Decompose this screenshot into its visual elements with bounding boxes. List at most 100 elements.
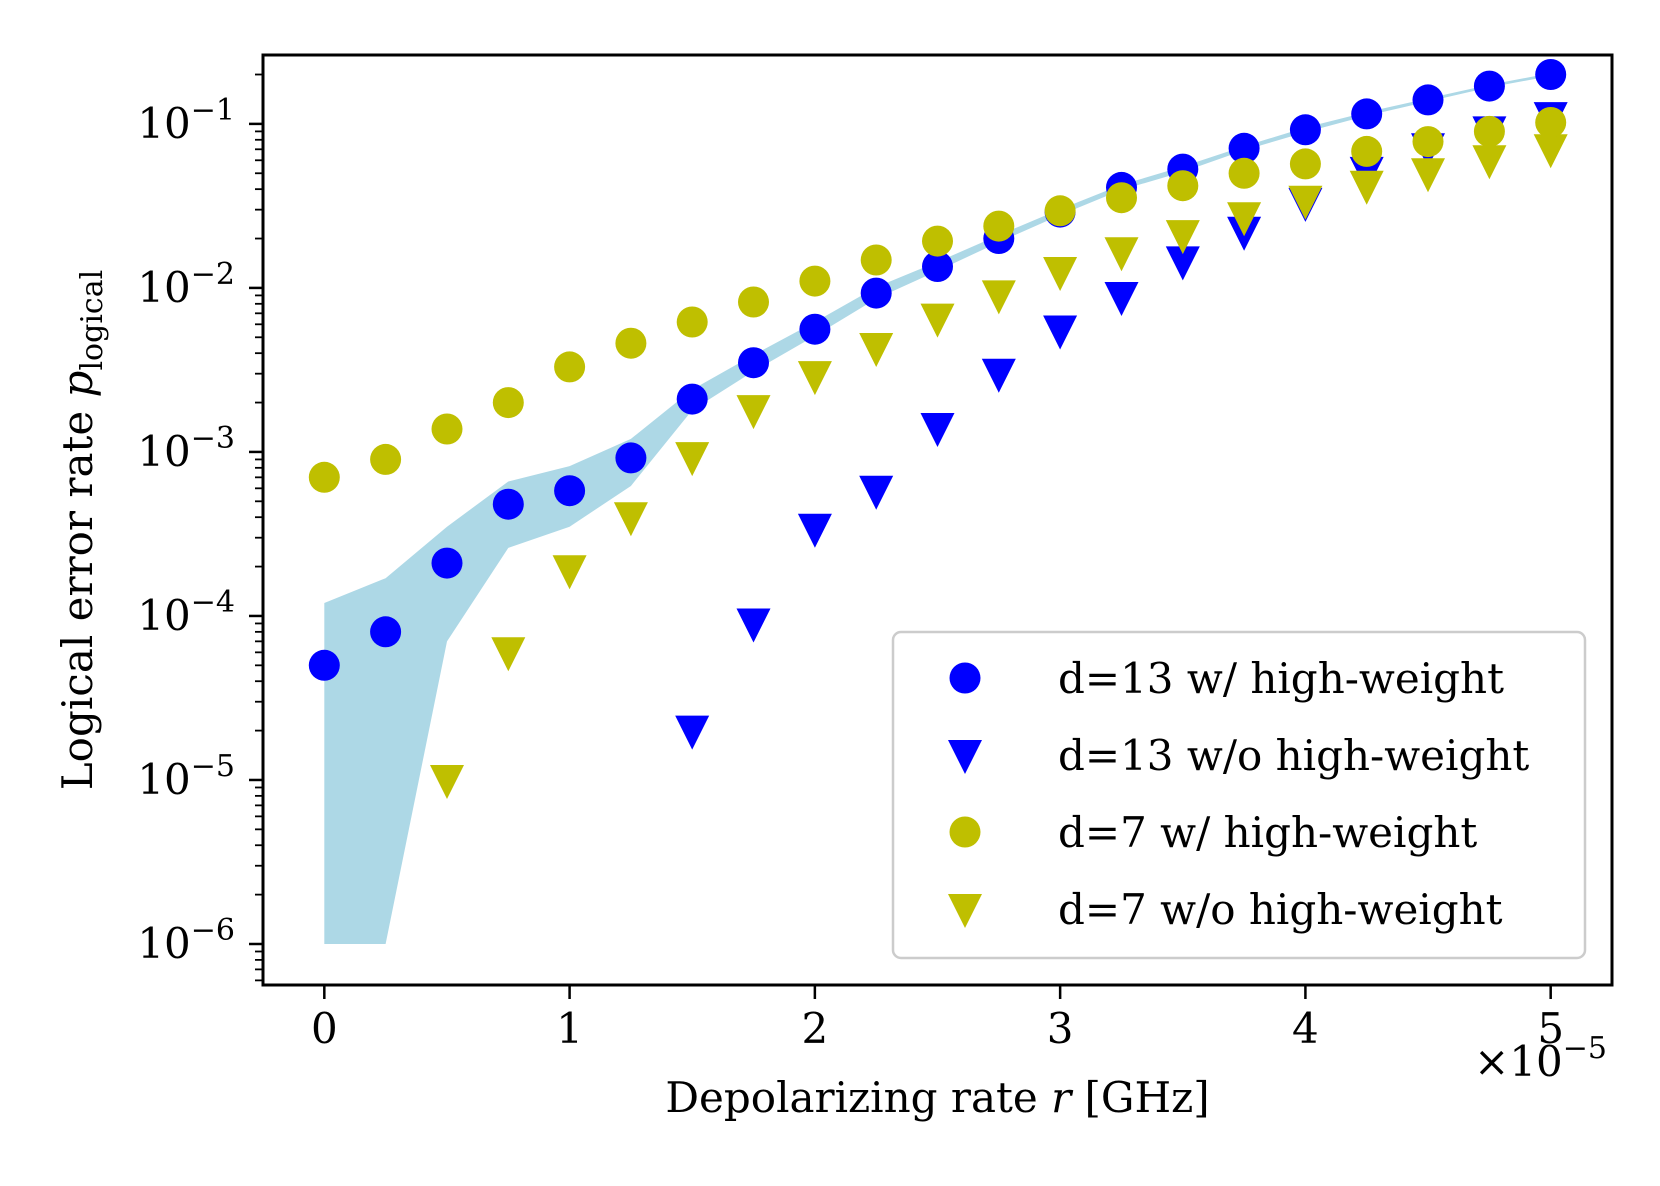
- legend-marker-d-13-w-o-high-weight: [948, 740, 982, 774]
- x-tick-label: 2: [801, 1004, 828, 1053]
- x-tick-label: 0: [311, 1004, 338, 1053]
- data-point-d-7-w-high-weight: [554, 351, 586, 383]
- data-point-d-7-w-high-weight: [1412, 126, 1444, 158]
- data-point-d-13-w-high-weight: [615, 442, 647, 474]
- legend-label-d-7-w-o-high-weight: d=7 w/o high-weight: [1058, 885, 1503, 934]
- data-point-d-7-w-o-high-weight: [859, 333, 894, 367]
- data-point-d-7-w-o-high-weight: [1533, 134, 1568, 169]
- data-point-d-13-w-high-weight: [860, 277, 892, 309]
- data-point-d-13-w-high-weight: [1228, 132, 1260, 164]
- data-point-d-13-w-o-high-weight: [736, 608, 771, 643]
- x-axis-label: Depolarizing rate r [GHz]: [665, 1073, 1209, 1122]
- data-point-d-13-w-high-weight: [1289, 114, 1321, 146]
- y-tick-label: 10−6: [137, 913, 235, 968]
- data-point-d-7-w-o-high-weight: [552, 555, 587, 590]
- data-point-d-7-w-o-high-weight: [981, 280, 1016, 315]
- y-tick-label: 10−1: [137, 93, 235, 148]
- y-tick-label: 10−3: [137, 421, 235, 476]
- data-point-d-7-w-high-weight: [860, 244, 892, 276]
- data-point-d-7-w-o-high-weight: [1043, 257, 1078, 291]
- data-point-d-7-w-high-weight: [922, 225, 953, 257]
- series-d-7-w-high-weight: [308, 107, 1567, 493]
- data-point-d-7-w-high-weight: [1167, 170, 1199, 202]
- data-point-d-13-w-high-weight: [308, 649, 340, 681]
- data-point-d-7-w-high-weight: [983, 210, 1015, 242]
- data-point-d-7-w-o-high-weight: [1288, 185, 1323, 220]
- legend-label-d-13-w-o-high-weight: d=13 w/o high-weight: [1058, 731, 1529, 780]
- data-point-d-7-w-high-weight: [738, 286, 769, 318]
- x-tick-label: 4: [1292, 1004, 1319, 1053]
- data-point-d-13-w-o-high-weight: [859, 475, 894, 510]
- legend: d=13 w/ high-weight d=13 w/o high-weight d…: [891, 630, 1587, 960]
- data-point-d-7-w-high-weight: [308, 461, 340, 493]
- data-point-d-7-w-o-high-weight: [1349, 170, 1384, 205]
- data-point-d-7-w-high-weight: [370, 443, 402, 475]
- data-point-d-13-w-high-weight: [431, 547, 463, 579]
- data-point-d-13-w-high-weight: [1535, 59, 1567, 90]
- data-point-d-7-w-o-high-weight: [491, 637, 526, 672]
- data-point-d-13-w-high-weight: [1412, 84, 1444, 116]
- data-point-d-13-w-high-weight: [799, 313, 831, 345]
- y-axis-ticks: 10−6 10−5 10−4 10−3 10−2 10−1: [137, 73, 263, 982]
- data-point-d-13-w-o-high-weight: [1165, 246, 1200, 281]
- data-point-d-13-w-high-weight: [676, 383, 708, 415]
- data-point-d-7-w-o-high-weight: [797, 361, 832, 396]
- y-tick-label: 10−2: [137, 257, 235, 312]
- legend-marker-d-7-w-o-high-weight: [948, 894, 982, 928]
- data-point-d-13-w-high-weight: [1473, 70, 1505, 102]
- plot-frame: [261, 53, 1614, 987]
- data-point-d-7-w-high-weight: [1106, 182, 1137, 214]
- data-point-d-13-w-high-weight: [738, 347, 769, 379]
- data-point-d-7-w-o-high-weight: [1165, 220, 1200, 255]
- data-point-d-7-w-o-high-weight: [675, 442, 710, 477]
- data-point-d-7-w-o-high-weight: [1104, 237, 1139, 272]
- data-point-d-13-w-o-high-weight: [1043, 315, 1078, 350]
- x-tick-label: 3: [1047, 1004, 1074, 1053]
- y-tick-label: 10−4: [137, 585, 235, 640]
- x-axis-ticks: 0 1 2 3 4 5: [311, 985, 1564, 1053]
- legend-label-d-13-w-high-weight: d=13 w/ high-weight: [1058, 654, 1504, 703]
- data-point-d-7-w-high-weight: [1228, 157, 1260, 189]
- data-point-d-13-w-o-high-weight: [675, 715, 710, 750]
- legend-marker-d-7-w-high-weight: [949, 816, 981, 848]
- data-point-d-13-w-high-weight: [922, 251, 953, 282]
- data-point-d-7-w-o-high-weight: [1227, 202, 1262, 237]
- data-point-d-7-w-high-weight: [1535, 107, 1567, 138]
- data-point-d-7-w-high-weight: [431, 413, 463, 445]
- data-point-d-7-w-high-weight: [1473, 115, 1505, 147]
- legend-box: [891, 630, 1587, 960]
- data-point-d-13-w-high-weight: [492, 488, 524, 520]
- data-point-d-7-w-o-high-weight: [736, 395, 771, 430]
- data-point-d-7-w-high-weight: [799, 265, 831, 297]
- data-point-d-7-w-high-weight: [492, 387, 524, 419]
- data-point-d-13-w-high-weight: [554, 475, 586, 507]
- x-axis-scale-multiplier: ×10−5: [1474, 1031, 1607, 1086]
- data-point-d-7-w-o-high-weight: [430, 765, 464, 799]
- data-point-d-13-w-o-high-weight: [920, 413, 955, 447]
- series-d-7-w-o-high-weight: [430, 134, 1568, 799]
- plot-area: [308, 59, 1568, 945]
- confidence-band: [324, 73, 1551, 945]
- data-point-d-7-w-high-weight: [676, 306, 708, 338]
- y-axis-label: Logical error rate plogical: [53, 270, 110, 790]
- data-point-d-7-w-high-weight: [1351, 135, 1383, 167]
- data-point-d-13-w-o-high-weight: [797, 513, 832, 548]
- data-point-d-7-w-o-high-weight: [613, 502, 648, 537]
- x-tick-label: 1: [556, 1004, 583, 1053]
- data-point-d-7-w-high-weight: [1289, 148, 1321, 180]
- data-point-d-7-w-high-weight: [1044, 195, 1076, 227]
- data-point-d-7-w-o-high-weight: [1411, 158, 1445, 193]
- data-point-d-13-w-o-high-weight: [981, 358, 1016, 393]
- data-point-d-7-w-o-high-weight: [1472, 145, 1507, 180]
- x-tick-label: 5: [1537, 1004, 1564, 1053]
- data-point-d-7-w-high-weight: [615, 327, 647, 359]
- legend-marker-d-13-w-high-weight: [949, 662, 981, 694]
- legend-label-d-7-w-high-weight: d=7 w/ high-weight: [1058, 808, 1477, 857]
- data-point-d-13-w-high-weight: [370, 616, 402, 648]
- data-point-d-7-w-o-high-weight: [920, 303, 955, 338]
- data-point-d-13-w-o-high-weight: [1104, 282, 1139, 316]
- y-tick-label: 10−5: [137, 749, 235, 804]
